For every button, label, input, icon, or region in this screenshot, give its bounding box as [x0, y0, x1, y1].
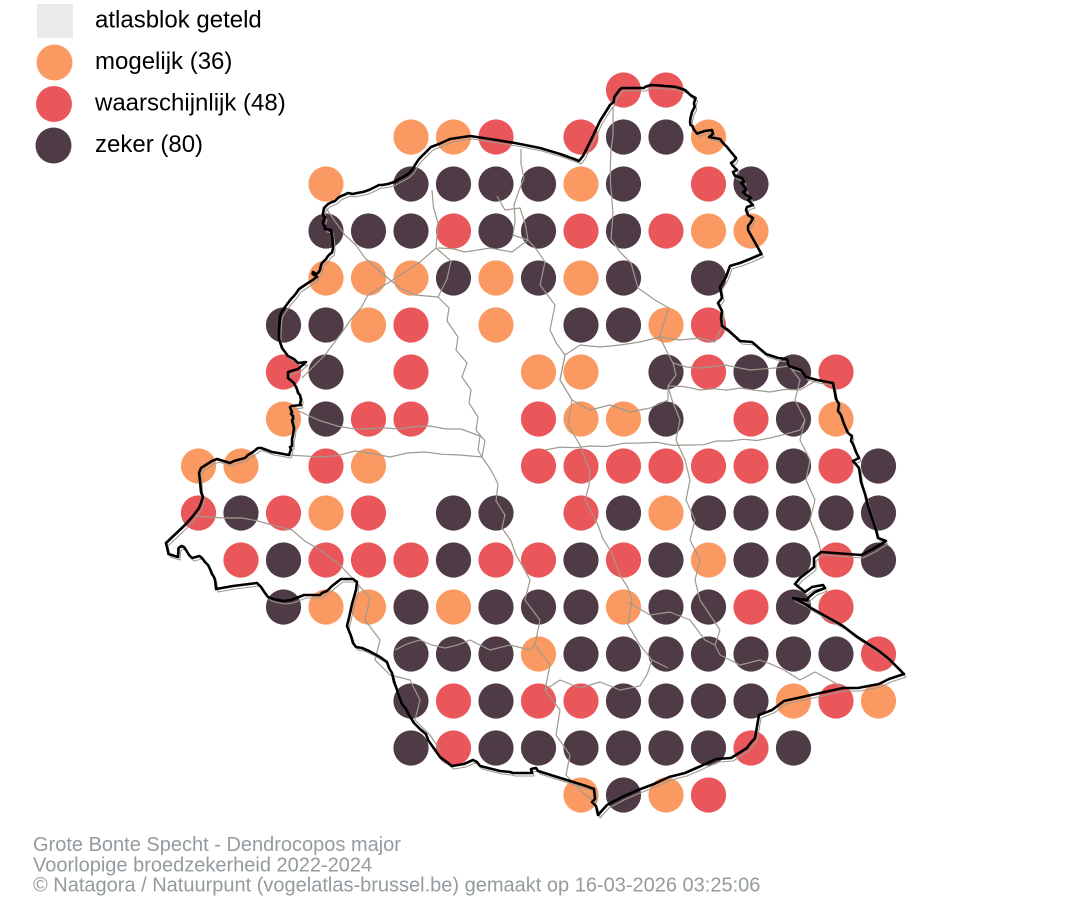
svg-text:waarschijnlijk (48): waarschijnlijk (48) [94, 90, 286, 117]
svg-text:Voorlopige broedzekerheid 2022: Voorlopige broedzekerheid 2022-2024 [33, 854, 372, 876]
svg-text:© Natagora / Natuurpunt (vogel: © Natagora / Natuurpunt (vogelatlas-brus… [33, 875, 760, 897]
svg-text:mogelijk (36): mogelijk (36) [95, 48, 232, 75]
svg-text:atlasblok geteld: atlasblok geteld [95, 7, 262, 34]
svg-text:Grote Bonte Specht - Dendrocop: Grote Bonte Specht - Dendrocopos major [33, 834, 401, 856]
svg-text:zeker (80): zeker (80) [95, 131, 203, 158]
